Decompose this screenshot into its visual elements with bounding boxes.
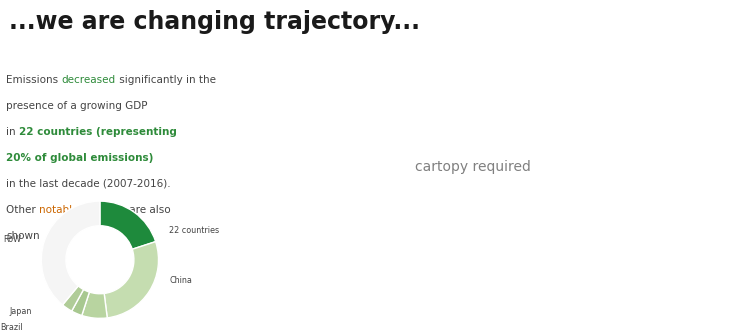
Text: significantly in the: significantly in the xyxy=(116,75,216,85)
Text: presence of a growing GDP: presence of a growing GDP xyxy=(6,101,148,111)
Text: Other: Other xyxy=(6,205,39,215)
Text: decreased: decreased xyxy=(62,75,116,85)
Wedge shape xyxy=(81,292,107,318)
Wedge shape xyxy=(41,201,100,305)
Text: RoW: RoW xyxy=(3,235,21,244)
Text: 20% of global emissions): 20% of global emissions) xyxy=(6,153,154,163)
Text: ...we are changing trajectory...: ...we are changing trajectory... xyxy=(9,10,420,34)
Wedge shape xyxy=(63,286,84,311)
Text: Japan: Japan xyxy=(10,307,32,316)
Text: notable changes: notable changes xyxy=(39,205,126,215)
Wedge shape xyxy=(100,201,155,249)
Text: are also: are also xyxy=(126,205,170,215)
Text: shown: shown xyxy=(6,230,40,241)
Wedge shape xyxy=(72,289,90,315)
Wedge shape xyxy=(104,242,158,318)
Text: in: in xyxy=(6,127,19,137)
Text: 22 countries (representing: 22 countries (representing xyxy=(19,127,177,137)
Text: China: China xyxy=(169,276,192,285)
Text: 22 countries: 22 countries xyxy=(169,226,219,235)
Text: cartopy required: cartopy required xyxy=(415,160,531,173)
Text: Brazil: Brazil xyxy=(1,323,23,332)
Text: Emissions: Emissions xyxy=(6,75,62,85)
Text: in the last decade (2007-2016).: in the last decade (2007-2016). xyxy=(6,179,171,189)
